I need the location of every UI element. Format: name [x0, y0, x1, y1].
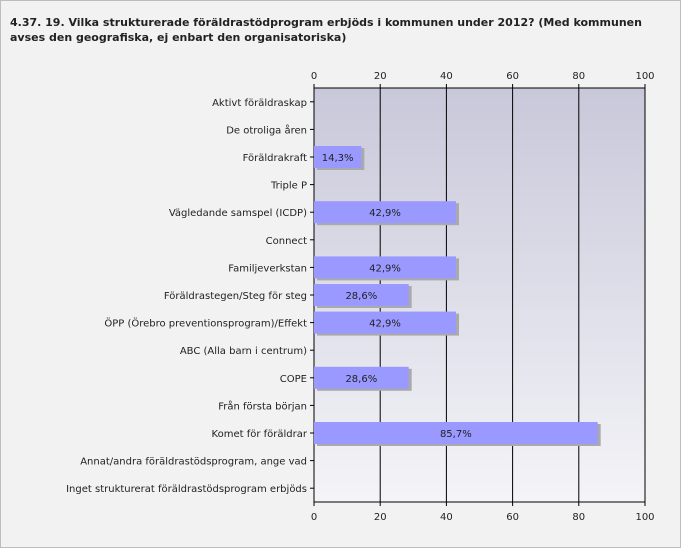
data-label: 28,6% [345, 374, 377, 385]
tick-label-top: 60 [506, 71, 519, 82]
category-label: De otroliga åren [226, 123, 307, 136]
data-label: 42,9% [369, 208, 401, 219]
tick-label-top: 20 [374, 71, 387, 82]
tick-label-top: 40 [440, 71, 453, 82]
data-label: 85,7% [440, 429, 472, 440]
bar [314, 256, 456, 279]
tick-label-bottom: 0 [311, 512, 317, 523]
tick-label-bottom: 20 [374, 512, 387, 523]
category-label: Från första början [218, 399, 307, 412]
tick-label-top: 0 [311, 71, 317, 82]
bar [314, 311, 456, 334]
tick-label-top: 100 [635, 71, 654, 82]
category-label: Komet för föräldrar [212, 429, 308, 440]
category-label: Annat/andra föräldrastödsprogram, ange v… [80, 457, 307, 468]
data-label: 28,6% [345, 291, 377, 302]
category-label: Connect [266, 236, 307, 247]
tick-label-bottom: 80 [572, 512, 585, 523]
chart-title: 4.37. 19. Vilka strukturerade föräldrast… [10, 16, 642, 44]
tick-label-bottom: 40 [440, 512, 453, 523]
category-label: Föräldrastegen/Steg för steg [164, 291, 307, 302]
category-label: Triple P [270, 181, 307, 192]
data-label: 42,9% [369, 319, 401, 330]
category-label: Inget strukturerat föräldrastödsprogram … [66, 484, 307, 495]
category-label: ÖPP (Örebro preventionsprogram)/Effekt [104, 317, 307, 330]
bar [314, 284, 409, 306]
tick-label-top: 80 [572, 71, 585, 82]
bar [314, 146, 362, 168]
bar [314, 366, 409, 389]
category-label: Aktivt föräldraskap [212, 98, 307, 109]
category-label: Familjeverkstan [228, 263, 307, 274]
tick-label-bottom: 100 [635, 512, 654, 523]
data-label: 42,9% [369, 263, 401, 274]
tick-label-bottom: 60 [506, 512, 519, 523]
bar [314, 422, 598, 444]
category-label: Föräldrakraft [243, 153, 307, 164]
category-label: ABC (Alla barn i centrum) [180, 346, 307, 357]
category-label: Vägledande samspel (ICDP) [169, 208, 307, 219]
category-label: COPE [280, 374, 307, 385]
bar [314, 201, 456, 224]
data-label: 14,3% [322, 153, 354, 164]
